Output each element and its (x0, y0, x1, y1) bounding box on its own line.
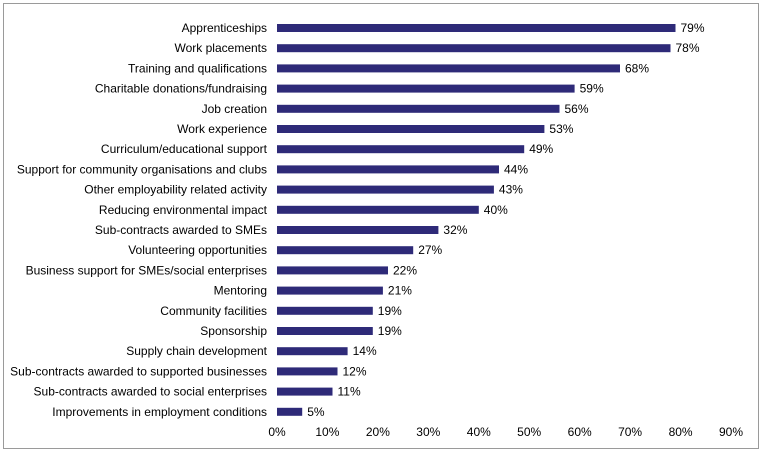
category-label: Supply chain development (126, 344, 267, 358)
x-tick-label: 50% (517, 425, 541, 439)
bar-7 (277, 165, 499, 174)
category-label: Sub-contracts awarded to supported busin… (10, 364, 267, 378)
value-label: 19% (378, 304, 402, 318)
bar-5 (277, 125, 545, 133)
x-tick-label: 90% (719, 425, 743, 439)
bar-12 (277, 266, 388, 275)
value-labels-group: 79% 78% 68% 59% 56% 53% 49%44% 43% 40% 32%27%22% 2… (307, 21, 705, 419)
bar-8 (277, 185, 494, 194)
bar-19 (277, 407, 303, 416)
bar-3 (277, 84, 575, 93)
category-label: Training and qualifications (128, 61, 267, 75)
category-label: Curriculum/educational support (101, 142, 268, 156)
category-label: Reducing environmental impact (99, 203, 268, 217)
bar-14 (277, 306, 373, 315)
bar-17 (277, 367, 338, 376)
value-label: 5% (307, 405, 325, 419)
bar-16 (277, 347, 348, 356)
category-label: Sponsorship (200, 324, 267, 338)
value-label: 12% (343, 364, 367, 378)
category-label: Apprenticeships (182, 21, 267, 35)
category-label: Sub-contracts awarded to social enterpri… (34, 385, 267, 399)
category-label: Business support for SMEs/social enterpr… (26, 263, 267, 277)
value-label: 14% (353, 344, 377, 358)
category-label: Charitable donations/fundraising (95, 82, 267, 96)
value-label: 56% (565, 102, 589, 116)
bar-9 (277, 205, 479, 214)
x-tick-label: 80% (669, 425, 693, 439)
x-tick-label: 10% (315, 425, 339, 439)
category-label: Other employability related activity (84, 183, 267, 197)
value-label: 59% (580, 82, 604, 96)
value-label: 19% (378, 324, 402, 338)
value-label: 78% (676, 41, 700, 55)
x-tick-label: 40% (467, 425, 491, 439)
category-labels-group: Apprenticeships Work placements Training a… (10, 21, 267, 419)
bar-0 (277, 24, 676, 32)
value-label: 43% (499, 183, 523, 197)
category-label: Sub-contracts awarded to SMEs (95, 223, 267, 237)
value-label: 22% (393, 263, 417, 277)
bar-1 (277, 44, 671, 53)
value-label: 68% (625, 61, 649, 75)
category-label: Improvements in employment conditions (52, 405, 267, 419)
x-tick-label: 20% (366, 425, 390, 439)
value-label: 44% (504, 162, 528, 176)
bar-2 (277, 64, 620, 73)
category-label: Work placements (175, 41, 267, 55)
x-tick-label: 70% (618, 425, 642, 439)
value-label: 11% (338, 385, 361, 399)
bar-11 (277, 246, 414, 255)
value-label: 49% (529, 142, 553, 156)
category-label: Volunteering opportunities (128, 243, 267, 257)
value-label: 32% (443, 223, 467, 237)
bar-10 (277, 226, 439, 234)
x-tick-label: 60% (568, 425, 592, 439)
bar-13 (277, 286, 383, 295)
x-tick-label: 0% (268, 425, 286, 439)
category-label: Job creation (202, 102, 267, 116)
value-label: 27% (418, 243, 442, 257)
bars-group (277, 24, 676, 416)
value-label: 21% (388, 284, 412, 298)
category-label: Community facilities (160, 304, 267, 318)
bar-6 (277, 145, 525, 154)
bar-15 (277, 327, 373, 335)
bar-4 (277, 104, 560, 113)
category-label: Support for community organisations and … (17, 162, 267, 176)
value-label: 40% (484, 203, 508, 217)
x-axis-ticks-group: 0% 10% 20% 30% 40% 50% 60% 70% 80% 90% (268, 425, 743, 439)
value-label: 79% (681, 21, 705, 35)
category-label: Work experience (177, 122, 267, 136)
category-label: Mentoring (214, 284, 267, 298)
bar-18 (277, 387, 333, 396)
x-tick-label: 30% (416, 425, 440, 439)
value-label: 53% (549, 122, 573, 136)
